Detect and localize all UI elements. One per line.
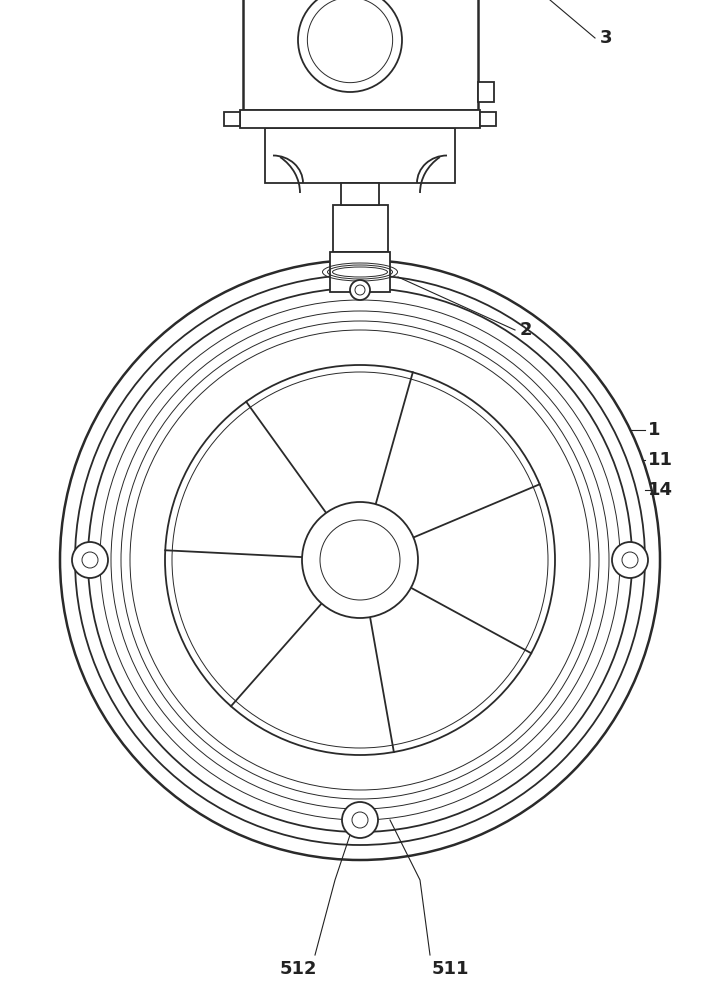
Circle shape xyxy=(82,552,98,568)
Circle shape xyxy=(350,280,370,300)
Circle shape xyxy=(622,552,638,568)
Bar xyxy=(478,82,494,102)
Bar xyxy=(341,183,379,205)
Circle shape xyxy=(342,802,378,838)
Bar xyxy=(243,0,478,110)
Bar xyxy=(240,110,480,128)
Bar xyxy=(330,252,390,292)
Bar xyxy=(265,128,455,183)
Bar xyxy=(480,112,496,126)
Text: 11: 11 xyxy=(648,451,673,469)
Text: 3: 3 xyxy=(600,29,613,47)
Bar xyxy=(333,205,388,252)
Circle shape xyxy=(320,520,400,600)
Text: 14: 14 xyxy=(648,481,673,499)
Text: 512: 512 xyxy=(280,960,317,978)
Circle shape xyxy=(352,812,368,828)
Text: 2: 2 xyxy=(520,321,533,339)
Text: 511: 511 xyxy=(432,960,469,978)
Bar xyxy=(224,112,240,126)
Text: 1: 1 xyxy=(648,421,660,439)
Circle shape xyxy=(302,502,418,618)
Circle shape xyxy=(298,0,402,92)
Circle shape xyxy=(612,542,648,578)
Circle shape xyxy=(72,542,108,578)
